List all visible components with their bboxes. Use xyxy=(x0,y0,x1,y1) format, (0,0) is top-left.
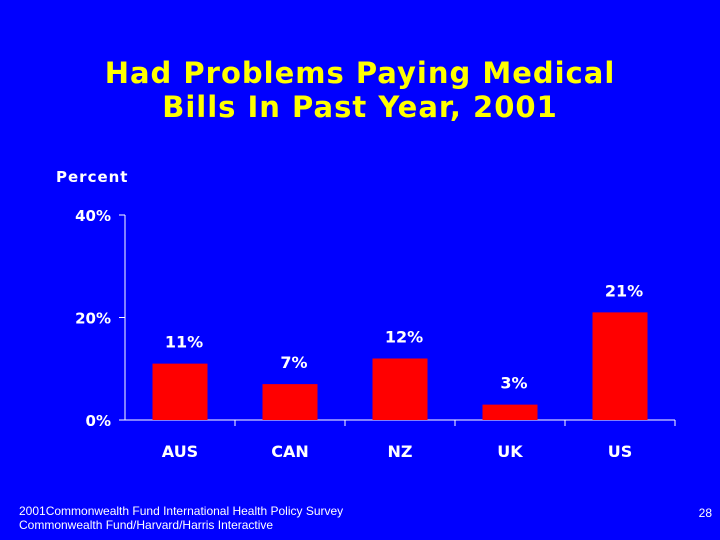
chart-title: Had Problems Paying Medical Bills In Pas… xyxy=(0,56,720,124)
footnote-line-1: 2001Commonwealth Fund International Heal… xyxy=(19,504,344,518)
data-label: 11% xyxy=(165,333,203,352)
bar xyxy=(152,363,208,420)
source-footnote: 2001Commonwealth Fund International Heal… xyxy=(19,504,343,532)
x-tick-label: NZ xyxy=(388,442,413,461)
chart-title-line-2: Bills In Past Year, 2001 xyxy=(162,90,558,124)
bar xyxy=(372,358,428,420)
x-tick-label: AUS xyxy=(162,442,198,461)
chart-title-line-1: Had Problems Paying Medical xyxy=(104,56,616,90)
data-label: 7% xyxy=(280,353,307,372)
bar xyxy=(482,404,538,420)
data-label: 21% xyxy=(605,281,643,300)
page-number: 28 xyxy=(698,506,712,520)
data-label: 12% xyxy=(385,328,423,347)
x-tick-label: CAN xyxy=(271,442,309,461)
y-axis-label: Percent xyxy=(56,168,129,186)
x-tick-label: US xyxy=(608,442,633,461)
y-tick-label: 40% xyxy=(75,207,111,225)
y-tick-label: 0% xyxy=(86,412,111,430)
bar xyxy=(262,384,318,420)
y-tick-label: 20% xyxy=(75,310,111,328)
data-label: 3% xyxy=(500,374,527,393)
footnote-line-2: Commonwealth Fund/Harvard/Harris Interac… xyxy=(19,518,274,532)
bar xyxy=(592,312,648,420)
x-tick-label: UK xyxy=(497,442,523,461)
